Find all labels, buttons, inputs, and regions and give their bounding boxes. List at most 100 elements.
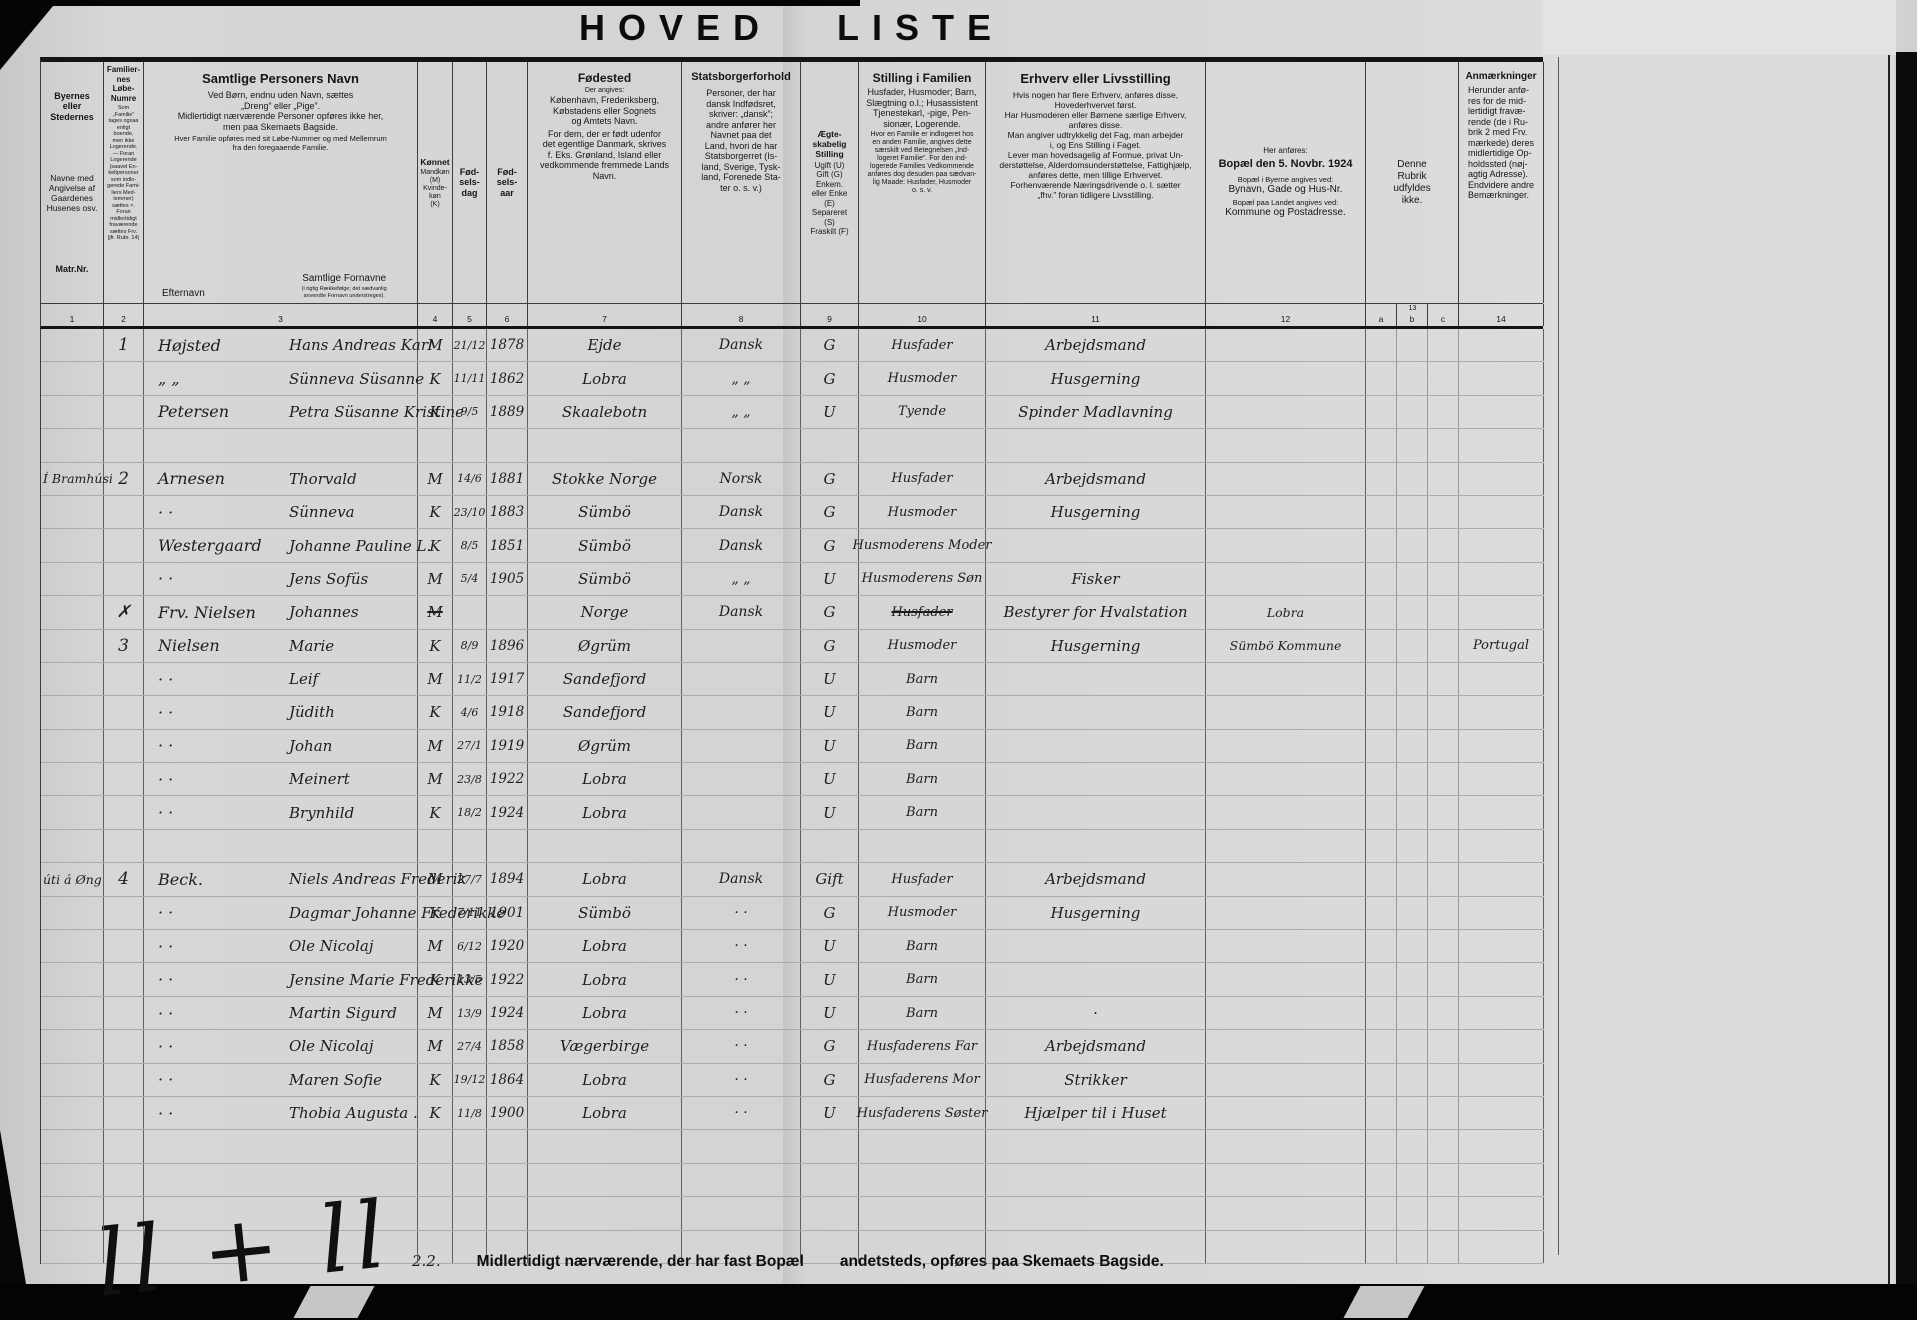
- cell-place: [41, 763, 104, 796]
- cell-birthyear: 1919: [487, 729, 528, 763]
- cell-remarks: [1459, 362, 1544, 395]
- cell-place: [41, 362, 104, 395]
- cell-family-no: [104, 1030, 144, 1063]
- cell-office-a: [1366, 562, 1397, 596]
- col-header-family-number: Familier- nes Løbe- Numre Som „Familie” …: [104, 62, 144, 303]
- cell-birthyear: 1862: [487, 362, 528, 395]
- cell-occupation: Arbejdsmand: [986, 329, 1206, 362]
- cell-sex: M: [418, 930, 453, 963]
- table-row: 3 Nielsen Marie K 8/9 1896 Øgrüm G Husmo…: [41, 629, 1544, 663]
- cell-family-no: [104, 1096, 144, 1130]
- cell-family-no: [104, 1130, 144, 1163]
- cell-sex: K: [418, 362, 453, 395]
- cell-birthplace: [528, 1230, 682, 1263]
- cell-sex: M: [418, 562, 453, 596]
- cell-sex: K: [418, 1096, 453, 1130]
- cell-firstnames: [281, 1130, 418, 1163]
- cell-office-c: [1428, 662, 1459, 696]
- colnum-13c: c: [1428, 304, 1459, 326]
- cell-citizenship: [682, 696, 801, 729]
- cell-position: [859, 829, 986, 863]
- cell-sex: M: [418, 596, 453, 629]
- cell-citizenship: · ·: [682, 930, 801, 963]
- cell-surname: · ·: [158, 803, 174, 823]
- cell-birthyear: [487, 1230, 528, 1263]
- cell-family-no: 3: [104, 629, 144, 662]
- cell-citizenship: „ „: [682, 562, 801, 596]
- cell-office-a: [1366, 1130, 1397, 1163]
- cell-office-c: [1428, 596, 1459, 629]
- cell-place: [41, 696, 104, 729]
- cell-sex: [418, 1163, 453, 1197]
- cell-office-a: [1366, 1230, 1397, 1263]
- cell-marital: U: [801, 796, 859, 829]
- cell-office-c: [1428, 629, 1459, 662]
- col-header-sex: Kønnet Mandkøn (M) Kvinde- køn (K): [418, 62, 453, 303]
- cell-remarks: [1459, 562, 1544, 596]
- cell-residence: [1206, 1130, 1366, 1163]
- cell-citizenship: [682, 763, 801, 796]
- cell-position: Husmoder: [859, 495, 986, 529]
- cell-office-b: [1397, 796, 1428, 829]
- cell-residence: Sümbö Kommune: [1206, 629, 1366, 662]
- cell-sex: [418, 1130, 453, 1163]
- column-number-row: 1 2 3 4 5 6 7 8 9 10 11 12 a b c 14 13: [40, 303, 1544, 329]
- cell-birthyear: [487, 429, 528, 462]
- cell-place: [41, 1197, 104, 1230]
- cell-sex: K: [418, 796, 453, 829]
- table-row: · · Martin Sigurd M 13/9 1924 Lobra · · …: [41, 996, 1544, 1031]
- table-row: · · Thobia Augusta . K 11/8 1900 Lobra ·…: [41, 1096, 1544, 1131]
- cell-surname: [144, 1164, 281, 1196]
- cell-surname: · ·: [158, 502, 174, 522]
- cell-occupation: Bestyrer for Hvalstation: [986, 596, 1206, 629]
- cell-sex: K: [418, 963, 453, 996]
- cell-office-c: [1428, 462, 1459, 495]
- cell-citizenship: · ·: [682, 996, 801, 1030]
- cell-sex: [418, 1230, 453, 1263]
- cell-sex: M: [418, 462, 453, 495]
- colnum-13b: b: [1397, 304, 1428, 326]
- cell-family-no: 2: [104, 462, 144, 495]
- cell-office-b: [1397, 495, 1428, 529]
- col-header-occupation: Erhverv eller Livsstilling Hvis nogen ha…: [986, 62, 1206, 303]
- cell-office-a: [1366, 729, 1397, 763]
- firstnames-subheader: Samtlige Fornavne (i rigtig Rækkefølge; …: [301, 273, 387, 299]
- cell-surname: · ·: [158, 1003, 174, 1023]
- cell-family-no: [104, 1197, 144, 1230]
- cell-birthplace: Sandefjord: [528, 662, 682, 696]
- cell-office-b: [1397, 729, 1428, 763]
- cell-marital: U: [801, 930, 859, 963]
- cell-citizenship: [682, 1230, 801, 1263]
- cell-birthyear: 1920: [487, 930, 528, 963]
- cell-birthday: 9/5: [453, 395, 487, 429]
- cell-marital: [801, 1197, 859, 1230]
- cell-residence: [1206, 930, 1366, 963]
- cell-office-b: [1397, 462, 1428, 495]
- cell-sex: M: [418, 729, 453, 763]
- cell-birthplace: Lobra: [528, 863, 682, 896]
- cell-place: [41, 1030, 104, 1063]
- cell-birthday: [453, 1163, 487, 1197]
- cell-position: Husfader: [859, 863, 986, 896]
- cell-office-b: [1397, 662, 1428, 696]
- cell-citizenship: [682, 1130, 801, 1163]
- cell-remarks: [1459, 495, 1544, 529]
- colnum-1: 1: [41, 304, 104, 326]
- table-row: · · Jensine Marie Frederikke K 13/5 1922…: [41, 963, 1544, 997]
- cell-marital: [801, 1230, 859, 1263]
- cell-surname: · ·: [158, 1036, 174, 1056]
- cell-remarks: [1459, 930, 1544, 963]
- cell-remarks: [1459, 596, 1544, 629]
- col-header-birthyear: Fød- sels- aar: [487, 62, 528, 303]
- cell-family-no: [104, 763, 144, 796]
- cell-office-b: [1397, 329, 1428, 362]
- cell-office-c: [1428, 329, 1459, 362]
- cell-firstnames: Jüdith: [281, 696, 418, 729]
- cell-family-no: [104, 696, 144, 729]
- cell-office-b: [1397, 362, 1428, 395]
- cell-office-b: [1397, 896, 1428, 930]
- cell-surname: [144, 429, 281, 461]
- table-row: · · Dagmar Johanne Frederikke K 7/11 190…: [41, 896, 1544, 931]
- cell-marital: U: [801, 996, 859, 1030]
- cell-birthyear: 1901: [487, 896, 528, 930]
